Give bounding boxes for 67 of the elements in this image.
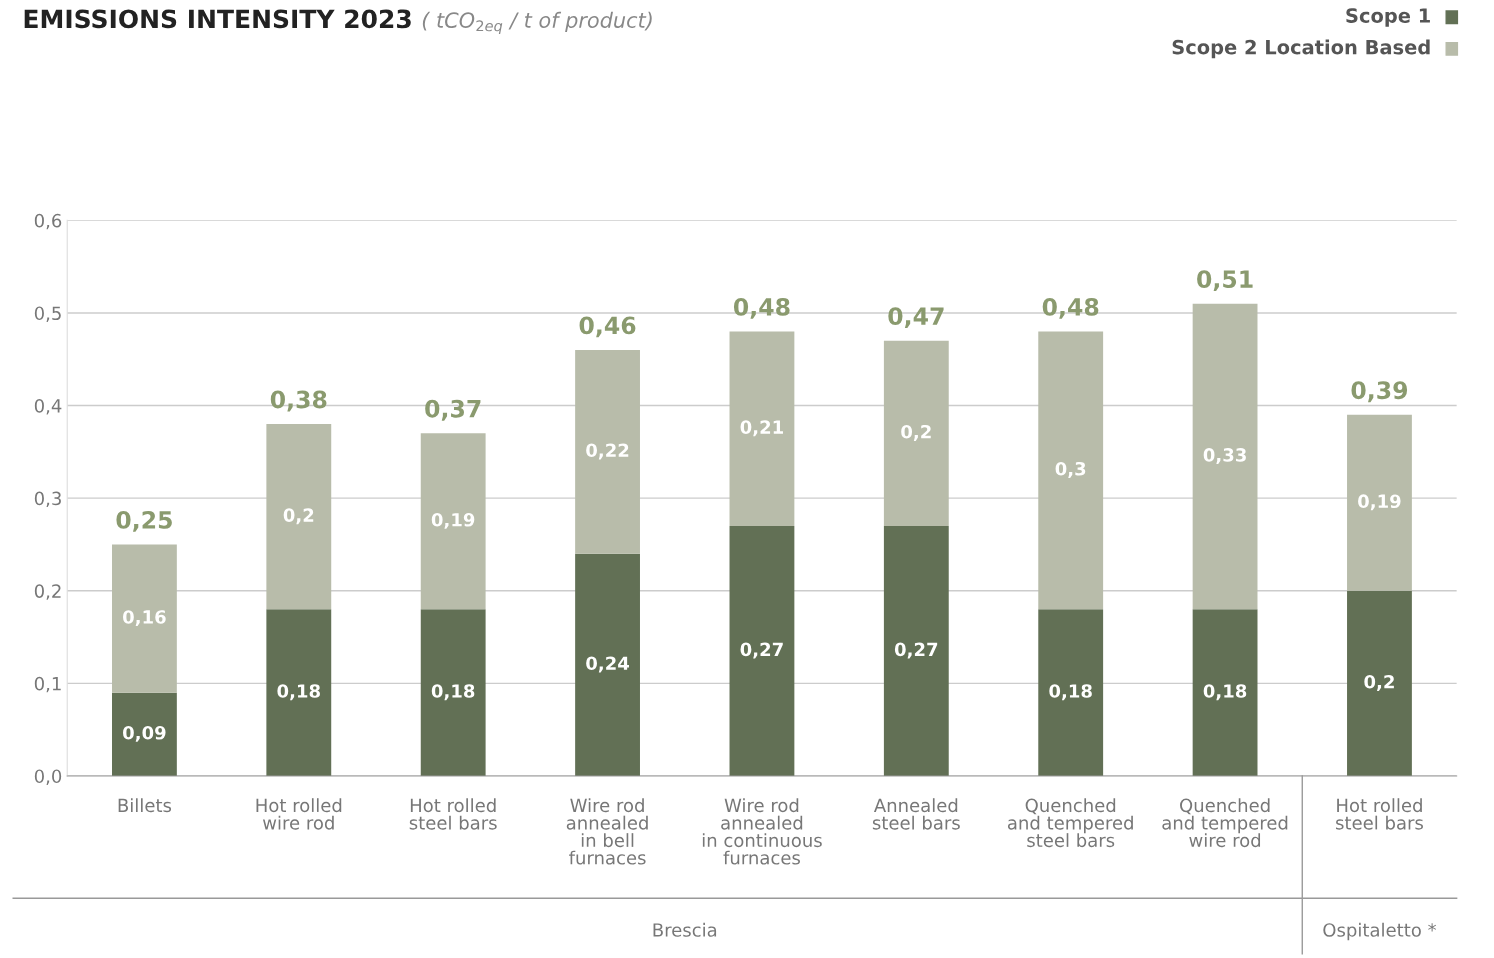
bar xyxy=(1192,609,1258,776)
data-label: 0,2 xyxy=(283,508,314,525)
bar xyxy=(420,609,486,776)
data-label: 0,24 xyxy=(586,656,630,673)
y-tick-label: 0,1 xyxy=(34,676,61,693)
bar xyxy=(1347,590,1412,776)
x-tick-label: Hot rolled steel bars xyxy=(409,798,497,830)
bar xyxy=(729,525,795,776)
bar xyxy=(575,553,640,776)
bar xyxy=(1347,414,1412,591)
x-tick-label: Hot rolled steel bars xyxy=(1336,798,1423,830)
x-tick-label: Annealed steel bars xyxy=(872,798,960,830)
x-tick-label: Wire rod annealed in bell furnaces xyxy=(566,798,648,865)
total-label: 0,51 xyxy=(1197,270,1253,292)
y-tick-label: 0,4 xyxy=(34,399,62,415)
total-label: 0,37 xyxy=(425,399,481,421)
y-tick-label: 0,6 xyxy=(34,213,62,230)
bar xyxy=(266,609,332,776)
bar xyxy=(112,692,177,776)
total-label: 0,25 xyxy=(116,510,172,532)
data-label: 0,22 xyxy=(586,443,629,460)
total-label: 0,46 xyxy=(579,316,636,338)
text: Brescia xyxy=(653,922,717,937)
y-tick-label: 0,5 xyxy=(34,306,61,322)
total-label: 0,48 xyxy=(733,297,790,319)
bar xyxy=(883,340,949,526)
data-label: 0,3 xyxy=(1055,461,1086,478)
data-label: 0,27 xyxy=(894,642,938,659)
data-label: 0,21 xyxy=(740,420,783,437)
bar xyxy=(1038,331,1104,610)
data-label: 0,2 xyxy=(1364,674,1394,691)
data-label: 0,33 xyxy=(1203,448,1246,465)
data-label: 0,16 xyxy=(123,610,166,627)
x-tick-label: Billets xyxy=(118,798,172,813)
legend-label: Scope 1 xyxy=(1346,8,1430,27)
data-label: 0,18 xyxy=(277,684,320,701)
bar xyxy=(729,331,795,526)
chart-subtitle: ( tCO$_{2eq}$ / t of product) xyxy=(422,11,652,35)
x-tick-label: Wire rod annealed in continuous furnaces xyxy=(702,798,822,865)
x-tick-label: Quenched and tempered steel bars xyxy=(1007,798,1133,848)
text: Ospitaletto * xyxy=(1323,922,1437,941)
bar xyxy=(112,544,177,693)
total-label: 0,39 xyxy=(1351,381,1408,403)
data-label: 0,18 xyxy=(1049,684,1092,701)
bar xyxy=(575,349,640,554)
bar xyxy=(420,433,486,610)
legend-label: Scope 2 Location Based xyxy=(1172,39,1430,59)
bar xyxy=(1038,609,1104,776)
data-label: 0,2 xyxy=(901,424,931,441)
bar xyxy=(266,424,332,610)
y-tick-label: 0,0 xyxy=(34,769,62,785)
x-tick-label: Quenched and tempered wire rod xyxy=(1162,798,1288,848)
bar xyxy=(1192,303,1258,610)
data-label: 0,19 xyxy=(431,512,475,529)
total-label: 0,48 xyxy=(1042,297,1099,319)
data-label: 0,18 xyxy=(1203,684,1247,701)
data-label: 0,19 xyxy=(1358,494,1401,511)
y-tick-label: 0,2 xyxy=(34,584,61,600)
total-label: 0,38 xyxy=(270,390,327,412)
data-label: 0,27 xyxy=(740,642,783,659)
y-tick-label: 0,3 xyxy=(34,491,61,508)
x-tick-label: Hot rolled wire rod xyxy=(256,798,342,830)
data-label: 0,09 xyxy=(123,725,166,742)
total-label: 0,47 xyxy=(888,307,944,329)
chart-title: EMISSIONS INTENSITY 2023 xyxy=(24,9,411,29)
data-label: 0,18 xyxy=(431,684,475,701)
bar xyxy=(883,525,949,776)
